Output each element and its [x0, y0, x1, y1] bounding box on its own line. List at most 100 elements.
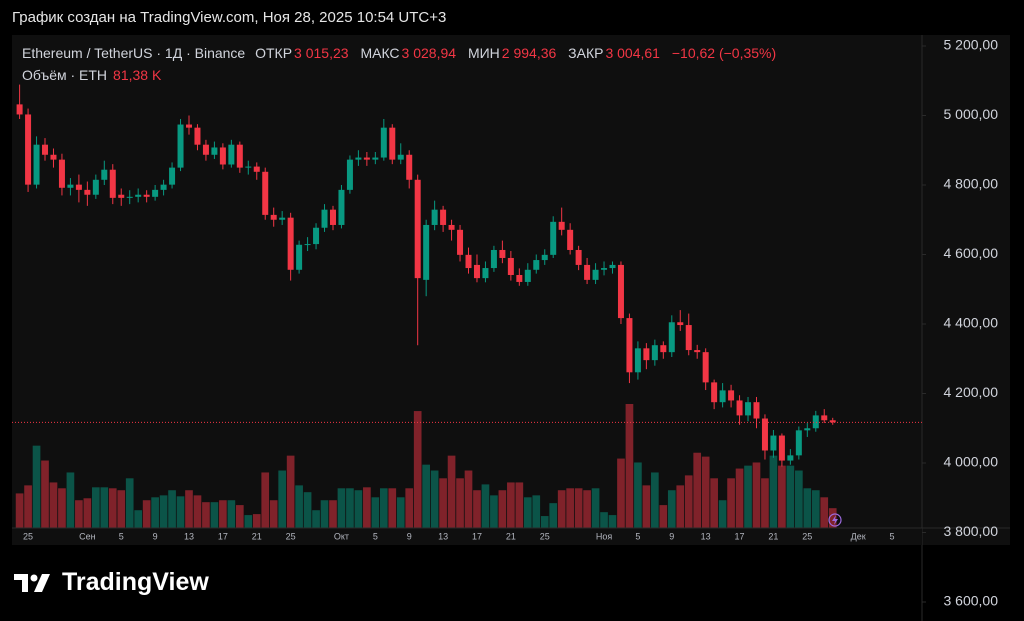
ohlc-label: ЗАКР	[568, 45, 604, 61]
ohlc-label: МАКС	[360, 45, 400, 61]
volume-bar	[803, 488, 812, 528]
volume-bar	[346, 488, 354, 528]
x-tick-label: 9	[669, 531, 674, 541]
logo-shape	[34, 574, 50, 592]
volume-bar	[735, 468, 744, 528]
candle-body	[363, 157, 370, 160]
y-tick-label: 4 800,00	[944, 176, 999, 192]
candle-body	[135, 194, 142, 197]
volume-bar	[41, 460, 49, 528]
candle-body	[372, 157, 379, 160]
y-axis: 3 600,00 3 800,00 4 000,00 4 200,00 4 400,00…	[922, 37, 998, 609]
volume-bar	[219, 500, 227, 528]
candle-body	[440, 209, 447, 225]
candle-body	[414, 179, 421, 279]
candle-body	[92, 179, 99, 195]
y-tick-label: 5 000,00	[944, 106, 999, 122]
x-tick-label: 5	[635, 531, 640, 541]
volume-value: 81,38 K	[113, 67, 162, 83]
x-tick-label: Дек	[851, 531, 866, 541]
volume-bar	[676, 485, 685, 528]
volume-title: Объём · ETH	[22, 67, 108, 83]
x-tick-label: 21	[768, 531, 778, 541]
event-icon[interactable]	[828, 513, 842, 527]
volume-bar	[490, 495, 498, 528]
ohlc-value: 3 004,61	[605, 45, 660, 61]
candle-body	[516, 275, 523, 282]
x-tick-label: 9	[407, 531, 412, 541]
logo-shape	[14, 574, 28, 592]
candle-body	[304, 244, 311, 246]
candle-body	[558, 221, 565, 230]
legend-volume: Объём · ETH 81,38 K	[22, 67, 169, 83]
x-tick-label: 5	[373, 531, 378, 541]
ohlc-value: 2 994,36	[501, 45, 557, 61]
volume-bar	[396, 497, 405, 528]
volume-bar	[58, 488, 66, 528]
volume-bar	[439, 478, 447, 528]
candle-body	[719, 390, 726, 403]
volume-bar	[193, 495, 202, 528]
volume-bar	[371, 497, 380, 528]
x-tick-label: 5	[890, 531, 895, 541]
candle-body	[448, 224, 455, 230]
volume-bar	[693, 452, 702, 528]
volume-bar	[32, 445, 41, 528]
volume-bar	[718, 500, 727, 528]
candle-body	[617, 264, 624, 319]
candle-pane	[12, 84, 922, 467]
chart-panel	[12, 35, 1010, 545]
candle-body	[152, 189, 159, 197]
candle-body	[406, 154, 413, 180]
volume-bar	[388, 488, 397, 528]
candle-body	[160, 184, 167, 190]
volume-bar	[15, 493, 24, 528]
candle-body	[101, 169, 108, 180]
x-tick-label: 5	[119, 531, 124, 541]
volume-bar	[252, 514, 261, 528]
x-tick-label: 25	[286, 531, 296, 541]
x-tick-label: 21	[252, 531, 262, 541]
candle-body	[245, 166, 252, 168]
ohlc-value: 3 015,23	[294, 45, 349, 61]
candle-body	[745, 402, 752, 416]
ohlc-label: ОТКР	[255, 45, 293, 61]
volume-bar	[91, 487, 100, 528]
candle-body	[804, 428, 811, 431]
volume-bar	[202, 502, 210, 528]
y-tick-label: 4 200,00	[944, 384, 999, 400]
volume-bar	[811, 490, 820, 528]
volume-bar	[667, 490, 676, 528]
volume-bar	[185, 490, 193, 528]
volume-bar	[701, 456, 710, 528]
volume-bar	[515, 482, 524, 528]
candle-body	[296, 244, 303, 270]
volume-bar	[642, 485, 651, 528]
volume-bar	[168, 490, 176, 528]
candle-body	[753, 402, 760, 419]
volume-pane	[15, 404, 837, 528]
candle-body	[482, 268, 489, 279]
volume-bar	[464, 470, 473, 528]
volume-bar	[49, 482, 58, 528]
candle-body	[287, 217, 294, 270]
x-tick-label: 17	[735, 531, 745, 541]
candle-body	[169, 167, 176, 185]
volume-bar	[540, 516, 549, 528]
volume-bar	[820, 497, 829, 528]
volume-bar	[549, 503, 558, 528]
x-tick-label: Сен	[79, 531, 96, 541]
candle-body	[660, 345, 667, 353]
volume-bar	[176, 496, 185, 528]
candle-body	[228, 144, 235, 165]
candle-body	[524, 269, 531, 282]
candle-body	[829, 420, 836, 423]
candle-body	[736, 400, 743, 416]
volume-bar	[244, 515, 253, 528]
y-tick-label: 5 200,00	[944, 37, 999, 53]
candle-body	[202, 144, 209, 155]
volume-bar	[117, 490, 126, 528]
candle-body	[651, 345, 658, 361]
candle-body	[728, 390, 735, 401]
